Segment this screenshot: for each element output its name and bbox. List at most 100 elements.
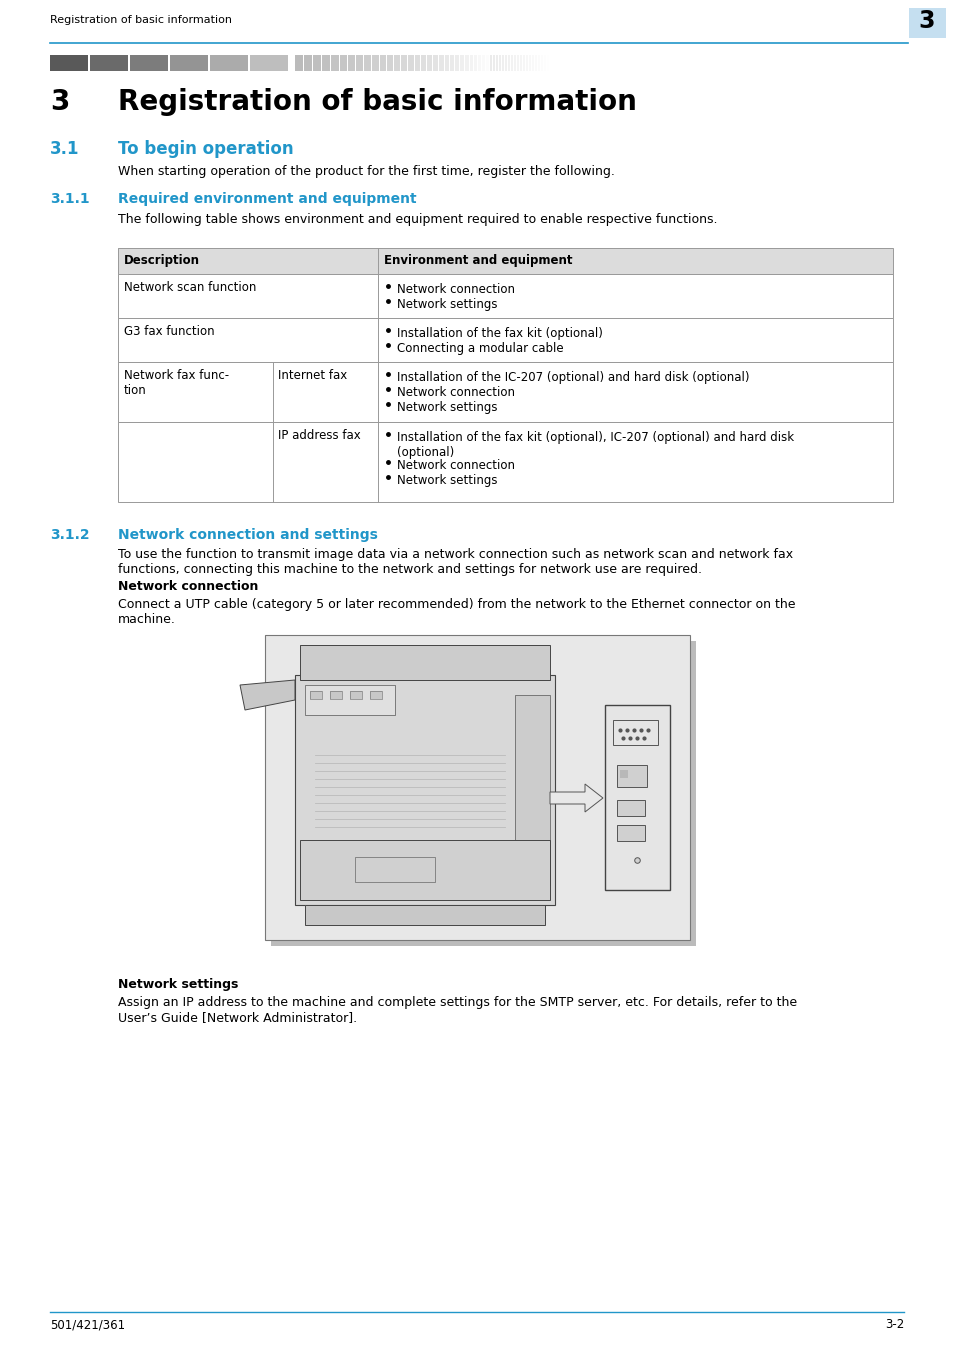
Bar bbox=[299, 840, 550, 900]
Bar bbox=[90, 55, 128, 72]
Bar bbox=[350, 690, 361, 698]
Bar bbox=[427, 55, 432, 72]
Text: Network scan function: Network scan function bbox=[124, 281, 256, 295]
Bar bbox=[438, 55, 443, 72]
Bar bbox=[415, 55, 419, 72]
Bar bbox=[118, 249, 892, 274]
Bar bbox=[305, 685, 395, 715]
Bar bbox=[305, 685, 395, 715]
Bar bbox=[118, 362, 892, 422]
Text: 501/421/361: 501/421/361 bbox=[50, 1319, 125, 1331]
Bar bbox=[299, 644, 550, 680]
Bar bbox=[617, 825, 644, 842]
Bar bbox=[604, 705, 669, 890]
Text: Network fax func-
tion: Network fax func- tion bbox=[124, 369, 229, 397]
Bar bbox=[350, 690, 361, 698]
Bar bbox=[294, 676, 555, 905]
Polygon shape bbox=[240, 680, 294, 711]
Bar bbox=[305, 905, 544, 925]
Bar bbox=[387, 55, 393, 72]
Bar bbox=[507, 55, 510, 72]
Text: 3.1.2: 3.1.2 bbox=[50, 528, 90, 542]
Bar bbox=[501, 55, 503, 72]
Text: Network connection: Network connection bbox=[396, 386, 515, 399]
Bar bbox=[496, 55, 497, 72]
Bar bbox=[617, 800, 644, 816]
Bar bbox=[50, 55, 88, 72]
Bar bbox=[522, 55, 524, 72]
Polygon shape bbox=[550, 784, 602, 812]
Bar bbox=[310, 690, 322, 698]
Bar bbox=[433, 55, 437, 72]
Bar bbox=[470, 55, 473, 72]
Text: G3 fax function: G3 fax function bbox=[124, 326, 214, 338]
Bar bbox=[481, 55, 484, 72]
Bar bbox=[370, 690, 381, 698]
Text: 3.1: 3.1 bbox=[50, 141, 79, 158]
Bar bbox=[525, 55, 527, 72]
Bar bbox=[517, 55, 518, 72]
Bar bbox=[459, 55, 463, 72]
Text: Network settings: Network settings bbox=[118, 978, 238, 992]
Text: Connecting a modular cable: Connecting a modular cable bbox=[396, 342, 563, 355]
Bar bbox=[604, 705, 669, 890]
Bar bbox=[118, 317, 892, 362]
Bar bbox=[348, 55, 355, 72]
Bar bbox=[372, 55, 378, 72]
Text: Network connection and settings: Network connection and settings bbox=[118, 528, 377, 542]
Bar bbox=[535, 55, 537, 72]
Bar bbox=[400, 55, 407, 72]
Text: Environment and equipment: Environment and equipment bbox=[384, 254, 572, 267]
Text: Network connection: Network connection bbox=[118, 580, 258, 593]
Bar bbox=[265, 635, 689, 940]
Text: Network settings: Network settings bbox=[396, 401, 497, 413]
Bar bbox=[540, 55, 542, 72]
Bar bbox=[299, 644, 550, 680]
Text: Installation of the IC-207 (optional) and hard disk (optional): Installation of the IC-207 (optional) an… bbox=[396, 372, 749, 384]
Bar bbox=[408, 55, 414, 72]
Bar bbox=[546, 55, 548, 72]
Bar bbox=[498, 55, 500, 72]
Bar bbox=[908, 8, 945, 38]
Bar bbox=[617, 800, 644, 816]
Bar bbox=[331, 55, 338, 72]
Text: 3: 3 bbox=[50, 88, 70, 116]
Text: Registration of basic information: Registration of basic information bbox=[118, 88, 637, 116]
Bar bbox=[450, 55, 454, 72]
Bar bbox=[118, 274, 892, 317]
Bar bbox=[313, 55, 320, 72]
Bar bbox=[515, 694, 550, 885]
Bar bbox=[130, 55, 168, 72]
Bar bbox=[617, 765, 646, 788]
Text: 3: 3 bbox=[918, 9, 934, 32]
Bar bbox=[613, 720, 658, 744]
Bar bbox=[364, 55, 371, 72]
Text: Required environment and equipment: Required environment and equipment bbox=[118, 192, 416, 205]
Bar bbox=[444, 55, 449, 72]
Bar bbox=[118, 249, 892, 274]
Bar bbox=[305, 905, 544, 925]
Text: Network connection: Network connection bbox=[396, 282, 515, 296]
Bar bbox=[464, 55, 469, 72]
Text: 3.1.1: 3.1.1 bbox=[50, 192, 90, 205]
Bar bbox=[537, 55, 539, 72]
Bar bbox=[617, 765, 646, 788]
Text: Installation of the fax kit (optional): Installation of the fax kit (optional) bbox=[396, 327, 602, 340]
Text: To use the function to transmit image data via a network connection such as netw: To use the function to transmit image da… bbox=[118, 549, 792, 576]
Bar bbox=[490, 55, 492, 72]
Bar bbox=[529, 55, 531, 72]
Bar bbox=[379, 55, 386, 72]
Bar bbox=[118, 422, 892, 503]
Bar bbox=[265, 635, 689, 940]
Bar bbox=[294, 55, 303, 72]
Bar bbox=[355, 55, 363, 72]
Bar bbox=[250, 55, 288, 72]
Bar bbox=[532, 55, 534, 72]
Bar bbox=[304, 55, 312, 72]
Bar bbox=[294, 676, 555, 905]
Bar bbox=[310, 690, 322, 698]
Bar bbox=[504, 55, 506, 72]
Text: The following table shows environment and equipment required to enable respectiv: The following table shows environment an… bbox=[118, 213, 717, 226]
Bar bbox=[455, 55, 458, 72]
Text: Network connection: Network connection bbox=[396, 459, 515, 471]
